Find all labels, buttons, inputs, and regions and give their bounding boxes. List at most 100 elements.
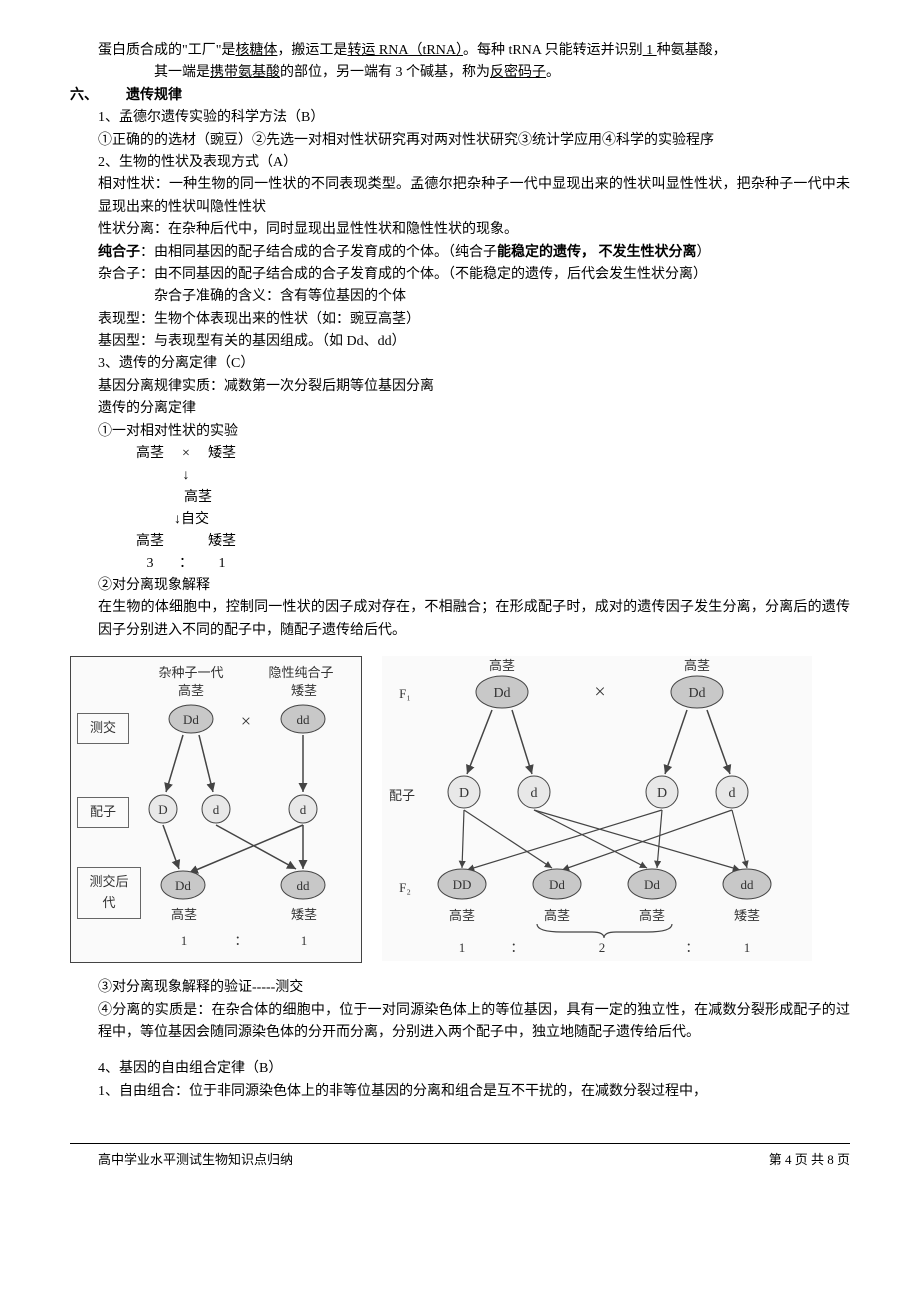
cross-p4-l: 3 xyxy=(126,553,174,575)
intro-line2: 其一端是携带氨基酸的部位，另一端有 3 个碱基，称为反密码子。 xyxy=(70,62,850,84)
item-2c-b1: 能稳定的遗传， xyxy=(497,245,595,260)
dl-sub-r: 矮茎 xyxy=(279,681,329,702)
item-6: ③对分离现象解释的验证-----测交 xyxy=(70,977,850,999)
dl-bot-r: 矮茎 xyxy=(279,905,329,926)
svg-text:Dd: Dd xyxy=(644,877,660,892)
svg-text:dd: dd xyxy=(297,712,311,727)
intro-l1-end: 种氨基酸， xyxy=(657,43,727,58)
footer-right: 第 4 页 共 8 页 xyxy=(769,1150,850,1171)
intro-line1: 蛋白质合成的"工厂"是核糖体，搬运工是转运 RNA（tRNA）。每种 tRNA … xyxy=(70,40,850,62)
cross-p2: 高茎 xyxy=(174,487,222,509)
svg-text:Dd: Dd xyxy=(175,878,191,893)
cross-p1-r: 矮茎 xyxy=(198,443,246,465)
item-2b: 性状分离：在杂种后代中，同时显现出显性性状和隐性性状的现象。 xyxy=(70,219,850,241)
dr-r2: 2 xyxy=(592,938,612,959)
dl-sub-l: 高茎 xyxy=(166,681,216,702)
dr-top-l: 高茎 xyxy=(477,656,527,677)
svg-text:d: d xyxy=(300,802,307,817)
item-5: ②对分离现象解释 xyxy=(70,575,850,597)
svg-text:Dd: Dd xyxy=(549,877,565,892)
dl-ratio-r: 1 xyxy=(289,931,319,952)
svg-text:Dd: Dd xyxy=(688,686,705,701)
dr-top-r: 高茎 xyxy=(672,656,722,677)
cross-p4-m: ： xyxy=(174,553,198,575)
svg-text:d: d xyxy=(531,786,538,801)
cross-p3-l: 高茎 xyxy=(126,531,174,553)
item-2c-prefix: 纯合子 xyxy=(98,245,140,260)
item-2c-end: ） xyxy=(697,245,711,260)
intro-l1-mid2: 。每种 tRNA 只能转运并识别 xyxy=(463,43,643,58)
intro-l1-u3: 1 xyxy=(643,43,657,58)
dr-gamete: 配子 xyxy=(382,786,422,807)
cross-selfx: ↓自交 xyxy=(174,509,234,531)
dl-ratio-m: ： xyxy=(231,931,251,952)
item-4c: ①一对相对性状的实验 xyxy=(70,421,850,443)
item-4b: 遗传的分离定律 xyxy=(70,398,850,420)
item-2c-mid: ：由相同基因的配子结合成的合子发育成的个体。（纯合子 xyxy=(140,245,497,260)
item-7: ④分离的实质是：在杂合体的细胞中，位于一对同源染色体上的等位基因，具有一定的独立… xyxy=(70,1000,850,1045)
dr-r4: 1 xyxy=(737,938,757,959)
svg-text:Dd: Dd xyxy=(493,686,510,701)
cross-arrow1: ↓ xyxy=(174,465,198,487)
item-2e: 杂合子准确的含义：含有等位基因的个体 xyxy=(70,286,850,308)
svg-text:DD: DD xyxy=(453,877,472,892)
intro-l2-u2: 反密码子 xyxy=(490,65,546,80)
intro-l2-prefix: 其一端是 xyxy=(154,65,210,80)
footer: 高中学业水平测试生物知识点归纳 第 4 页 共 8 页 xyxy=(70,1143,850,1171)
section-title: 遗传规律 xyxy=(126,85,182,107)
cross-experiment: 高茎 × 矮茎 ↓ 高茎 ↓自交 高茎 矮茎 3 ： 1 xyxy=(126,443,850,575)
svg-text:×: × xyxy=(241,711,251,731)
intro-l2-u1: 携带氨基酸 xyxy=(210,65,280,80)
section-num: 六、 xyxy=(70,85,126,107)
dr-lbl2: 高茎 xyxy=(532,906,582,927)
svg-text:d: d xyxy=(729,786,736,801)
item-1: 1、孟德尔遗传实验的科学方法（B） xyxy=(70,107,850,129)
item-3a: 表现型：生物个体表现出来的性状（如：豌豆高茎） xyxy=(70,309,850,331)
svg-text:×: × xyxy=(594,681,605,703)
intro-l2-mid: 的部位，另一端有 3 个碱基，称为 xyxy=(280,65,490,80)
intro-l2-end: 。 xyxy=(546,65,560,80)
dr-r1: ： xyxy=(507,938,527,959)
dr-f1: F₁ xyxy=(390,684,420,705)
dl-ratio-l: 1 xyxy=(169,931,199,952)
dr-lbl4: 矮茎 xyxy=(722,906,772,927)
svg-text:dd: dd xyxy=(741,877,755,892)
dr-lbl1: 高茎 xyxy=(437,906,487,927)
item-2c: 纯合子：由相同基因的配子结合成的合子发育成的个体。（纯合子能稳定的遗传， 不发生… xyxy=(70,242,850,264)
svg-text:Dd: Dd xyxy=(183,712,199,727)
item-2a: 相对性状：一种生物的同一性状的不同表现类型。孟德尔把杂种子一代中显现出来的性状叫… xyxy=(70,174,850,219)
item-4a: 基因分离规律实质：减数第一次分裂后期等位基因分离 xyxy=(70,376,850,398)
section-heading: 六、 遗传规律 xyxy=(70,85,850,107)
intro-l1-u1: 核糖体 xyxy=(235,43,277,58)
dl-bot-l: 高茎 xyxy=(159,905,209,926)
svg-text:dd: dd xyxy=(297,878,311,893)
cross-p1-m: × xyxy=(174,443,198,465)
cross-p4-r: 1 xyxy=(198,553,246,575)
intro-l1-u2: 转运 RNA（tRNA） xyxy=(347,43,463,58)
footer-left: 高中学业水平测试生物知识点归纳 xyxy=(70,1150,293,1171)
cross-p3-r: 矮茎 xyxy=(198,531,246,553)
item-2: 2、生物的性状及表现方式（A） xyxy=(70,152,850,174)
svg-text:D: D xyxy=(657,786,667,801)
item-8: 4、基因的自由组合定律（B） xyxy=(70,1058,850,1080)
diagrams-row: 测交 配子 测交后代 杂种子一代 隐性纯合子 高茎 矮茎 高茎 矮茎 1 ： 1 xyxy=(70,656,850,963)
item-2d: 杂合子：由不同基因的配子结合成的合子发育成的个体。（不能稳定的遗传，后代会发生性… xyxy=(70,264,850,286)
dr-lbl3: 高茎 xyxy=(627,906,677,927)
item-1b: ①正确的的选材（豌豆）②先选一对相对性状研究再对两对性状研究③统计学应用④科学的… xyxy=(70,130,850,152)
dl-row1: 测交 xyxy=(77,713,129,744)
svg-text:D: D xyxy=(158,802,167,817)
intro-l1-mid: ，搬运工是 xyxy=(277,43,347,58)
cross-p1-l: 高茎 xyxy=(126,443,174,465)
item-2c-b2: 不发生性状分离 xyxy=(599,245,697,260)
item-3b: 基因型：与表现型有关的基因组成。（如 Dd、dd） xyxy=(70,331,850,353)
item-4: 3、遗传的分离定律（C） xyxy=(70,353,850,375)
svg-text:d: d xyxy=(213,802,220,817)
dr-r0: 1 xyxy=(452,938,472,959)
diagram-testcross: 测交 配子 测交后代 杂种子一代 隐性纯合子 高茎 矮茎 高茎 矮茎 1 ： 1 xyxy=(70,656,362,963)
item-8a: 1、自由组合：位于非同源染色体上的非等位基因的分离和组合是互不干扰的，在减数分裂… xyxy=(70,1081,850,1103)
svg-text:D: D xyxy=(459,786,469,801)
dr-f2: F₂ xyxy=(390,878,420,899)
diagram-selfcross: 高茎 高茎 F₁ 配子 F₂ 高茎 高茎 高茎 矮茎 1 ： 2 ： 1 xyxy=(382,656,812,961)
dr-r3: ： xyxy=(682,938,702,959)
page: 蛋白质合成的"工厂"是核糖体，搬运工是转运 RNA（tRNA）。每种 tRNA … xyxy=(0,0,920,1191)
